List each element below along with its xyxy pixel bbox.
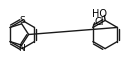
Text: N: N [18,44,25,53]
Text: HO: HO [92,9,107,19]
Text: S: S [19,16,25,25]
Text: Cl: Cl [94,17,104,27]
